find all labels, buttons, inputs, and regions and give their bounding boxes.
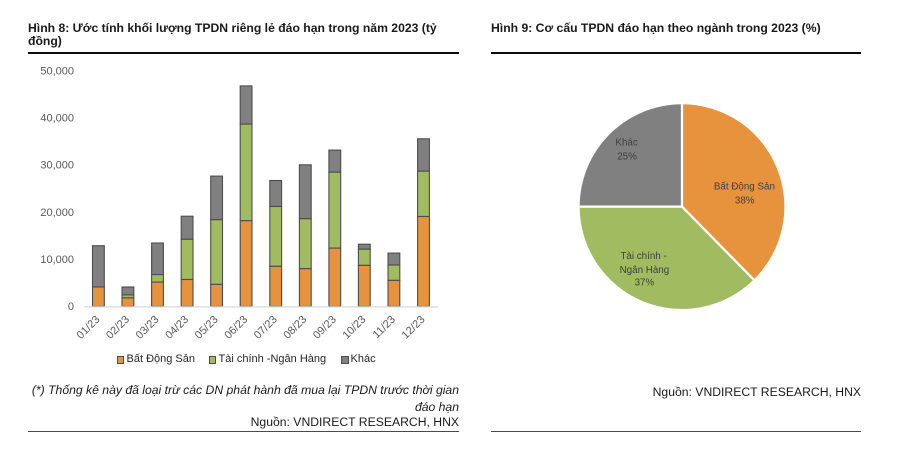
svg-text:05/23: 05/23	[193, 314, 221, 342]
svg-text:Ngân Hàng: Ngân Hàng	[620, 265, 670, 276]
svg-text:30,000: 30,000	[40, 160, 74, 172]
svg-text:11/23: 11/23	[371, 314, 398, 341]
svg-text:04/23: 04/23	[163, 314, 191, 342]
svg-text:Bất Động Sản: Bất Động Sản	[714, 182, 775, 193]
svg-text:Tài chính -: Tài chính -	[620, 251, 666, 262]
svg-text:40,000: 40,000	[40, 113, 74, 125]
svg-text:10/23: 10/23	[340, 314, 368, 342]
svg-text:20,000: 20,000	[40, 207, 74, 219]
svg-text:12/23: 12/23	[400, 314, 428, 342]
svg-text:03/23: 03/23	[134, 314, 162, 342]
svg-text:10,000: 10,000	[40, 254, 74, 266]
svg-text:02/23: 02/23	[104, 314, 132, 342]
svg-text:25%: 25%	[617, 152, 637, 163]
svg-text:37%: 37%	[635, 278, 655, 289]
svg-text:01/23: 01/23	[75, 314, 103, 342]
svg-text:0: 0	[68, 301, 74, 313]
svg-text:08/23: 08/23	[281, 314, 309, 342]
svg-text:07/23: 07/23	[252, 314, 280, 342]
svg-text:Khác: Khác	[615, 138, 637, 149]
svg-text:50,000: 50,000	[40, 66, 74, 78]
svg-text:06/23: 06/23	[222, 314, 250, 342]
svg-text:38%: 38%	[735, 195, 755, 206]
svg-text:09/23: 09/23	[311, 314, 339, 342]
